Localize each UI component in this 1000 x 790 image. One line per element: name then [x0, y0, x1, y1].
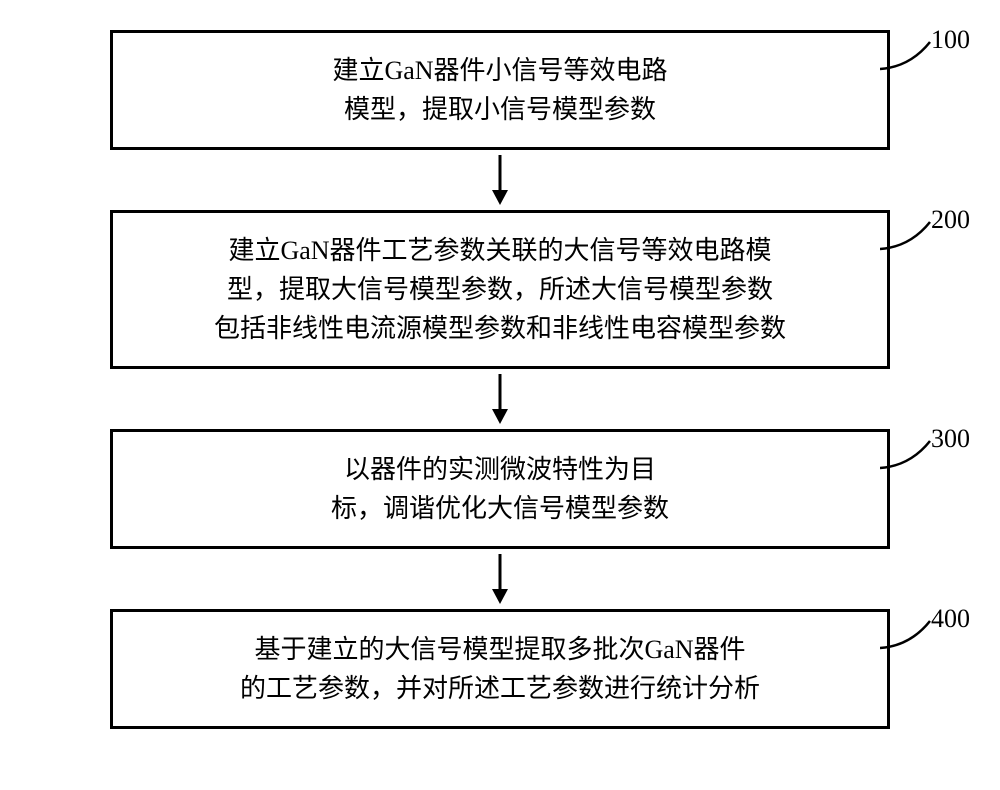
node-label-400: 400	[931, 604, 970, 634]
label-text: 400	[931, 604, 970, 633]
node-text-line: 建立GaN器件工艺参数关联的大信号等效电路模	[143, 231, 857, 270]
flowchart-arrow	[485, 155, 515, 205]
node-text-line: 基于建立的大信号模型提取多批次GaN器件	[143, 630, 857, 669]
node-text-line: 建立GaN器件小信号等效电路	[143, 51, 857, 90]
flowchart-container: 建立GaN器件小信号等效电路 模型，提取小信号模型参数 100 建立GaN器件工…	[60, 30, 940, 729]
arrow-icon	[485, 374, 515, 424]
node-label-300: 300	[931, 424, 970, 454]
node-wrapper-200: 建立GaN器件工艺参数关联的大信号等效电路模 型，提取大信号模型参数，所述大信号…	[60, 210, 940, 369]
node-text-line: 型，提取大信号模型参数，所述大信号模型参数	[143, 270, 857, 309]
flowchart-node-200: 建立GaN器件工艺参数关联的大信号等效电路模 型，提取大信号模型参数，所述大信号…	[110, 210, 890, 369]
flowchart-arrow	[485, 374, 515, 424]
label-text: 200	[931, 205, 970, 234]
label-connector-curve	[880, 616, 935, 656]
label-connector-curve	[880, 37, 935, 77]
label-connector-curve	[880, 217, 935, 257]
label-connector-curve	[880, 436, 935, 476]
flowchart-node-100: 建立GaN器件小信号等效电路 模型，提取小信号模型参数	[110, 30, 890, 150]
flowchart-node-400: 基于建立的大信号模型提取多批次GaN器件 的工艺参数，并对所述工艺参数进行统计分…	[110, 609, 890, 729]
node-wrapper-300: 以器件的实测微波特性为目 标，调谐优化大信号模型参数 300	[60, 429, 940, 549]
label-text: 300	[931, 424, 970, 453]
node-label-200: 200	[931, 205, 970, 235]
arrow-icon	[485, 554, 515, 604]
node-wrapper-400: 基于建立的大信号模型提取多批次GaN器件 的工艺参数，并对所述工艺参数进行统计分…	[60, 609, 940, 729]
flowchart-node-300: 以器件的实测微波特性为目 标，调谐优化大信号模型参数	[110, 429, 890, 549]
node-text-line: 包括非线性电流源模型参数和非线性电容模型参数	[143, 309, 857, 348]
node-text-line: 标，调谐优化大信号模型参数	[143, 489, 857, 528]
flowchart-arrow	[485, 554, 515, 604]
node-text-line: 模型，提取小信号模型参数	[143, 90, 857, 129]
node-text-line: 以器件的实测微波特性为目	[143, 450, 857, 489]
node-text-line: 的工艺参数，并对所述工艺参数进行统计分析	[143, 669, 857, 708]
node-label-100: 100	[931, 25, 970, 55]
arrow-icon	[485, 155, 515, 205]
label-text: 100	[931, 25, 970, 54]
node-wrapper-100: 建立GaN器件小信号等效电路 模型，提取小信号模型参数 100	[60, 30, 940, 150]
